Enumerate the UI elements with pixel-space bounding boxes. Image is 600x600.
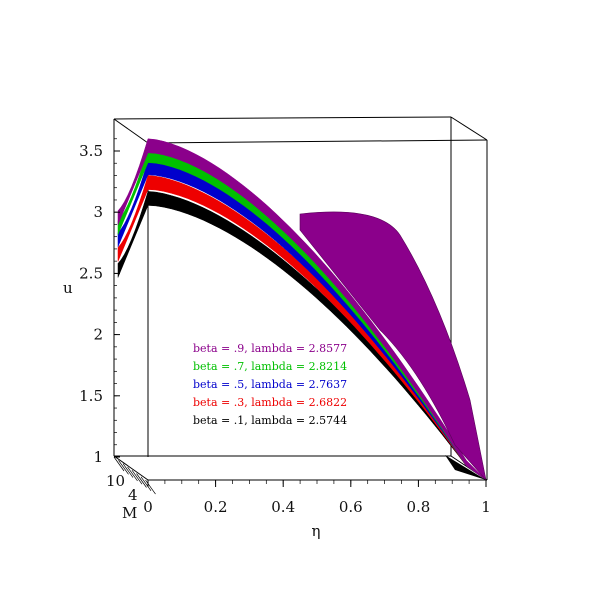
legend-entry: beta = .3, lambda = 2.6822 [193,396,347,409]
tick-label: 3 [93,203,103,221]
surface-layers [117,138,487,482]
legend-entry: beta = .7, lambda = 2.8214 [193,360,347,373]
tick-mark [145,479,156,495]
tick-label: 0.2 [204,498,228,516]
tick-mark [127,466,138,482]
box-edge [450,116,488,141]
surface-band [117,138,487,481]
front-box-edges [148,140,488,481]
axis-label: u [63,279,73,297]
tick-label: 2.5 [79,264,103,282]
tick-label: 3.5 [79,142,103,160]
tick-label: 10 [106,472,125,490]
legend: beta = .9, lambda = 2.8577 beta = .7, lam… [193,342,347,427]
tick-label: 0.4 [271,498,295,516]
box-edge [147,139,488,144]
tick-mark [136,473,147,488]
box-edge [113,455,149,481]
axis-label: η [312,522,321,540]
tick-mark [122,463,134,478]
tick-label: 0 [143,498,153,516]
legend-entry: beta = .5, lambda = 2.7637 [193,378,347,391]
tick-label: 1 [93,448,103,466]
tick-label: 0.6 [339,498,363,516]
tick-mark [113,456,125,472]
tick-mark [118,460,129,475]
tick-mark [131,469,143,485]
tick-label: 1 [481,498,491,516]
box-edge [113,118,149,144]
tick-label: 0.8 [406,498,430,516]
tick-label: 4 [128,486,138,504]
legend-entry: beta = .9, lambda = 2.8577 [193,342,347,355]
surface-band [445,455,486,480]
tick-label: 1.5 [79,387,103,405]
legend-entry: beta = .1, lambda = 2.5744 [193,414,347,427]
box-edge [113,116,452,120]
axis-label: M [122,504,137,522]
tick-mark [140,476,152,492]
tick-label: 2 [93,326,103,344]
